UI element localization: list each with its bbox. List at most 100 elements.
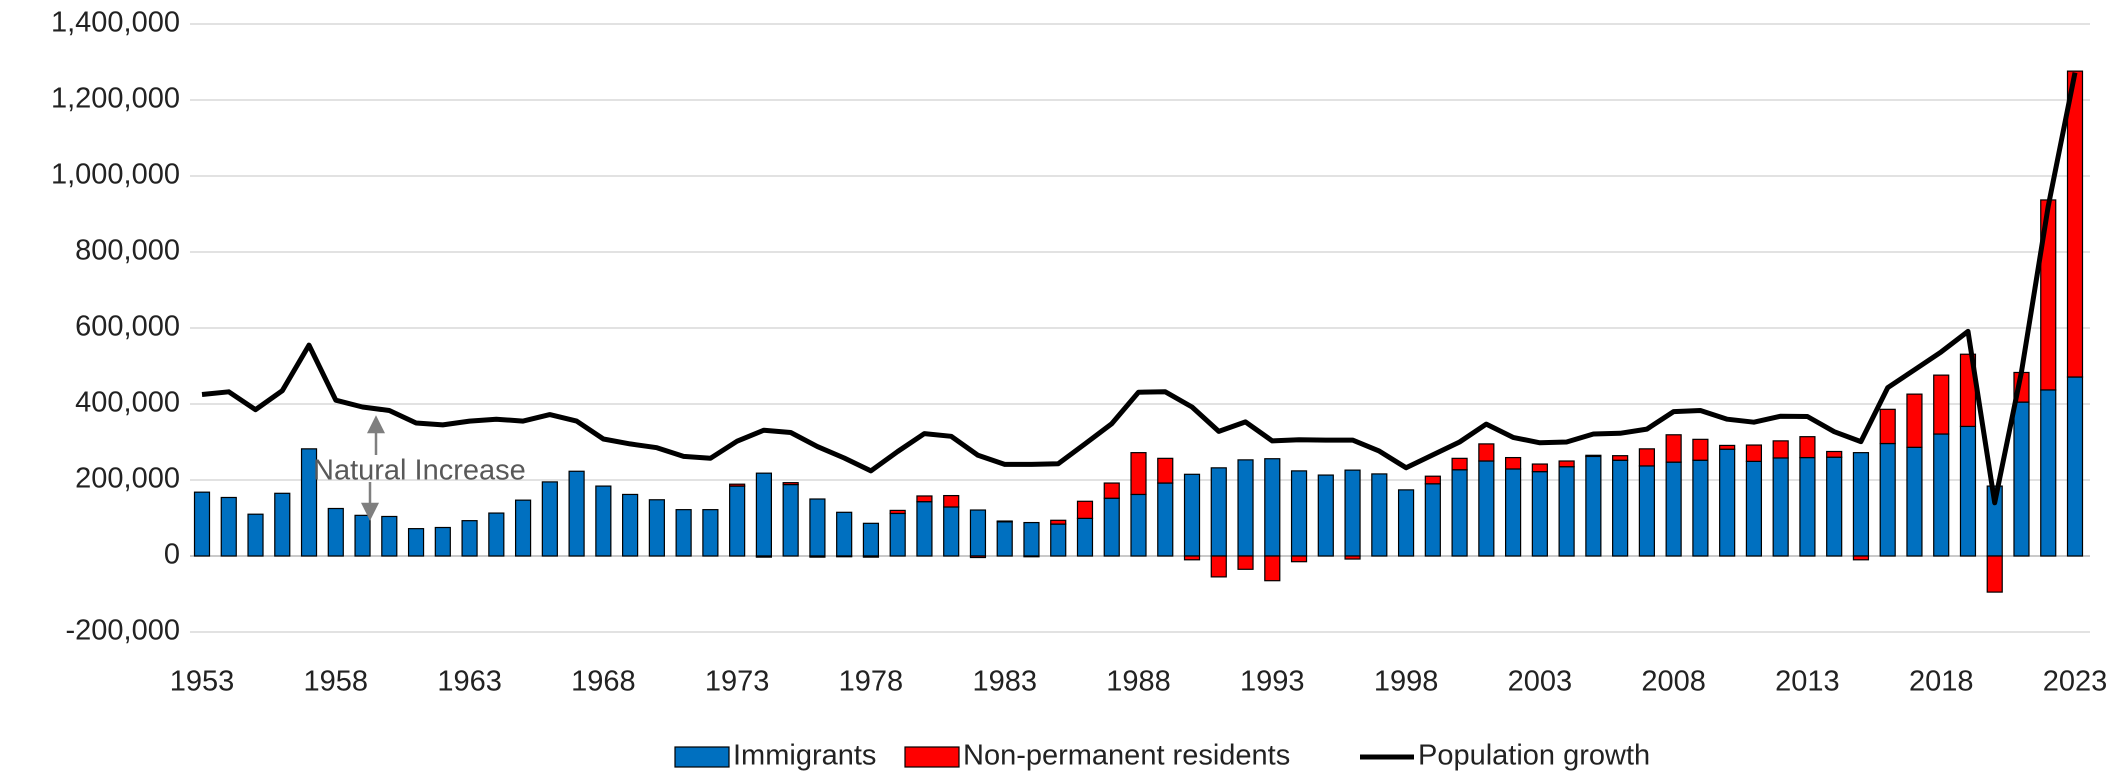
bar [1612, 455, 1629, 461]
bar [1103, 482, 1120, 499]
bar [1076, 517, 1094, 557]
bar [729, 485, 746, 557]
bar [193, 491, 211, 557]
bar [1585, 455, 1602, 557]
bar [1638, 465, 1655, 557]
x-tick-label: 1953 [170, 666, 235, 698]
bar [1264, 555, 1281, 582]
bar [1424, 475, 1441, 485]
x-tick-label: 1978 [839, 666, 904, 698]
bar [969, 509, 987, 557]
bar [729, 483, 746, 487]
bar [1745, 444, 1763, 462]
x-tick-label: 2008 [1641, 666, 1706, 698]
y-tick-label: 0 [164, 539, 180, 571]
bar [514, 499, 532, 557]
bar [1264, 458, 1281, 557]
bar [836, 555, 853, 558]
bar [1157, 482, 1174, 557]
x-tick-label: 2003 [1508, 666, 1573, 698]
x-tick-label: 1983 [972, 666, 1037, 698]
bar [1344, 469, 1361, 557]
bar [622, 493, 639, 557]
bar [862, 522, 880, 557]
bar [862, 555, 880, 558]
bar [381, 515, 398, 557]
bar [1826, 456, 1843, 557]
bar [1719, 448, 1736, 557]
bar [1210, 467, 1227, 557]
y-tick-label: 400,000 [75, 387, 180, 419]
y-tick-label: -200,000 [66, 615, 181, 647]
bar [1504, 456, 1522, 470]
bar [1210, 555, 1227, 578]
bar [1424, 483, 1441, 557]
bar [1290, 555, 1308, 563]
bar [1933, 374, 1950, 435]
bar [782, 483, 799, 557]
bar [220, 496, 237, 557]
bar [407, 528, 425, 557]
bar [1371, 473, 1388, 557]
legend-label: Immigrants [733, 740, 876, 772]
bar [1906, 393, 1923, 448]
y-tick-label: 1,400,000 [51, 7, 180, 39]
bar [1852, 452, 1870, 557]
bar [1023, 521, 1040, 557]
bar [1772, 457, 1789, 557]
bar [1852, 555, 1870, 561]
bar [755, 472, 773, 557]
arrow-head [360, 502, 380, 521]
bar [1879, 408, 1896, 445]
bar [1986, 555, 2003, 593]
bar [1799, 436, 1816, 459]
bar [648, 499, 665, 557]
bar [1103, 497, 1120, 557]
bar [1451, 457, 1468, 471]
bar [1745, 460, 1763, 557]
bar [916, 495, 933, 503]
bar [1451, 469, 1468, 557]
bar [1157, 457, 1174, 484]
bar [1558, 466, 1575, 557]
bar [1478, 460, 1495, 557]
bar [300, 448, 318, 557]
bar [809, 498, 826, 557]
x-tick-label: 1968 [571, 666, 636, 698]
bar [755, 555, 773, 558]
bar [1665, 461, 1682, 557]
bar [1638, 448, 1655, 467]
bar [943, 506, 960, 557]
bar [434, 526, 451, 557]
bar [274, 492, 291, 557]
bar [1531, 463, 1548, 473]
bar [1023, 555, 1040, 558]
bar [595, 485, 612, 557]
x-tick-label: 1963 [437, 666, 502, 698]
y-tick-label: 600,000 [75, 311, 180, 343]
bar [782, 482, 799, 486]
bar [1050, 523, 1067, 557]
bar [916, 501, 933, 557]
bar [541, 481, 558, 557]
bar [1290, 470, 1308, 557]
bar [1504, 468, 1522, 557]
bar [354, 514, 371, 557]
bar [1531, 471, 1548, 557]
x-tick-label: 2018 [1909, 666, 1974, 698]
y-tick-label: 1,200,000 [51, 83, 180, 115]
bar [702, 509, 719, 557]
x-tick-label: 2013 [1775, 666, 1840, 698]
line [201, 72, 2078, 506]
bar [1558, 460, 1575, 468]
legend-swatch [674, 746, 730, 768]
bar [461, 520, 478, 557]
bar [1317, 474, 1334, 557]
x-tick-label: 1988 [1106, 666, 1171, 698]
bar [1799, 456, 1816, 557]
bar [2040, 389, 2057, 557]
x-tick-label: 1993 [1240, 666, 1305, 698]
bar [943, 494, 960, 508]
bar [1719, 444, 1736, 450]
bar [1183, 473, 1201, 557]
